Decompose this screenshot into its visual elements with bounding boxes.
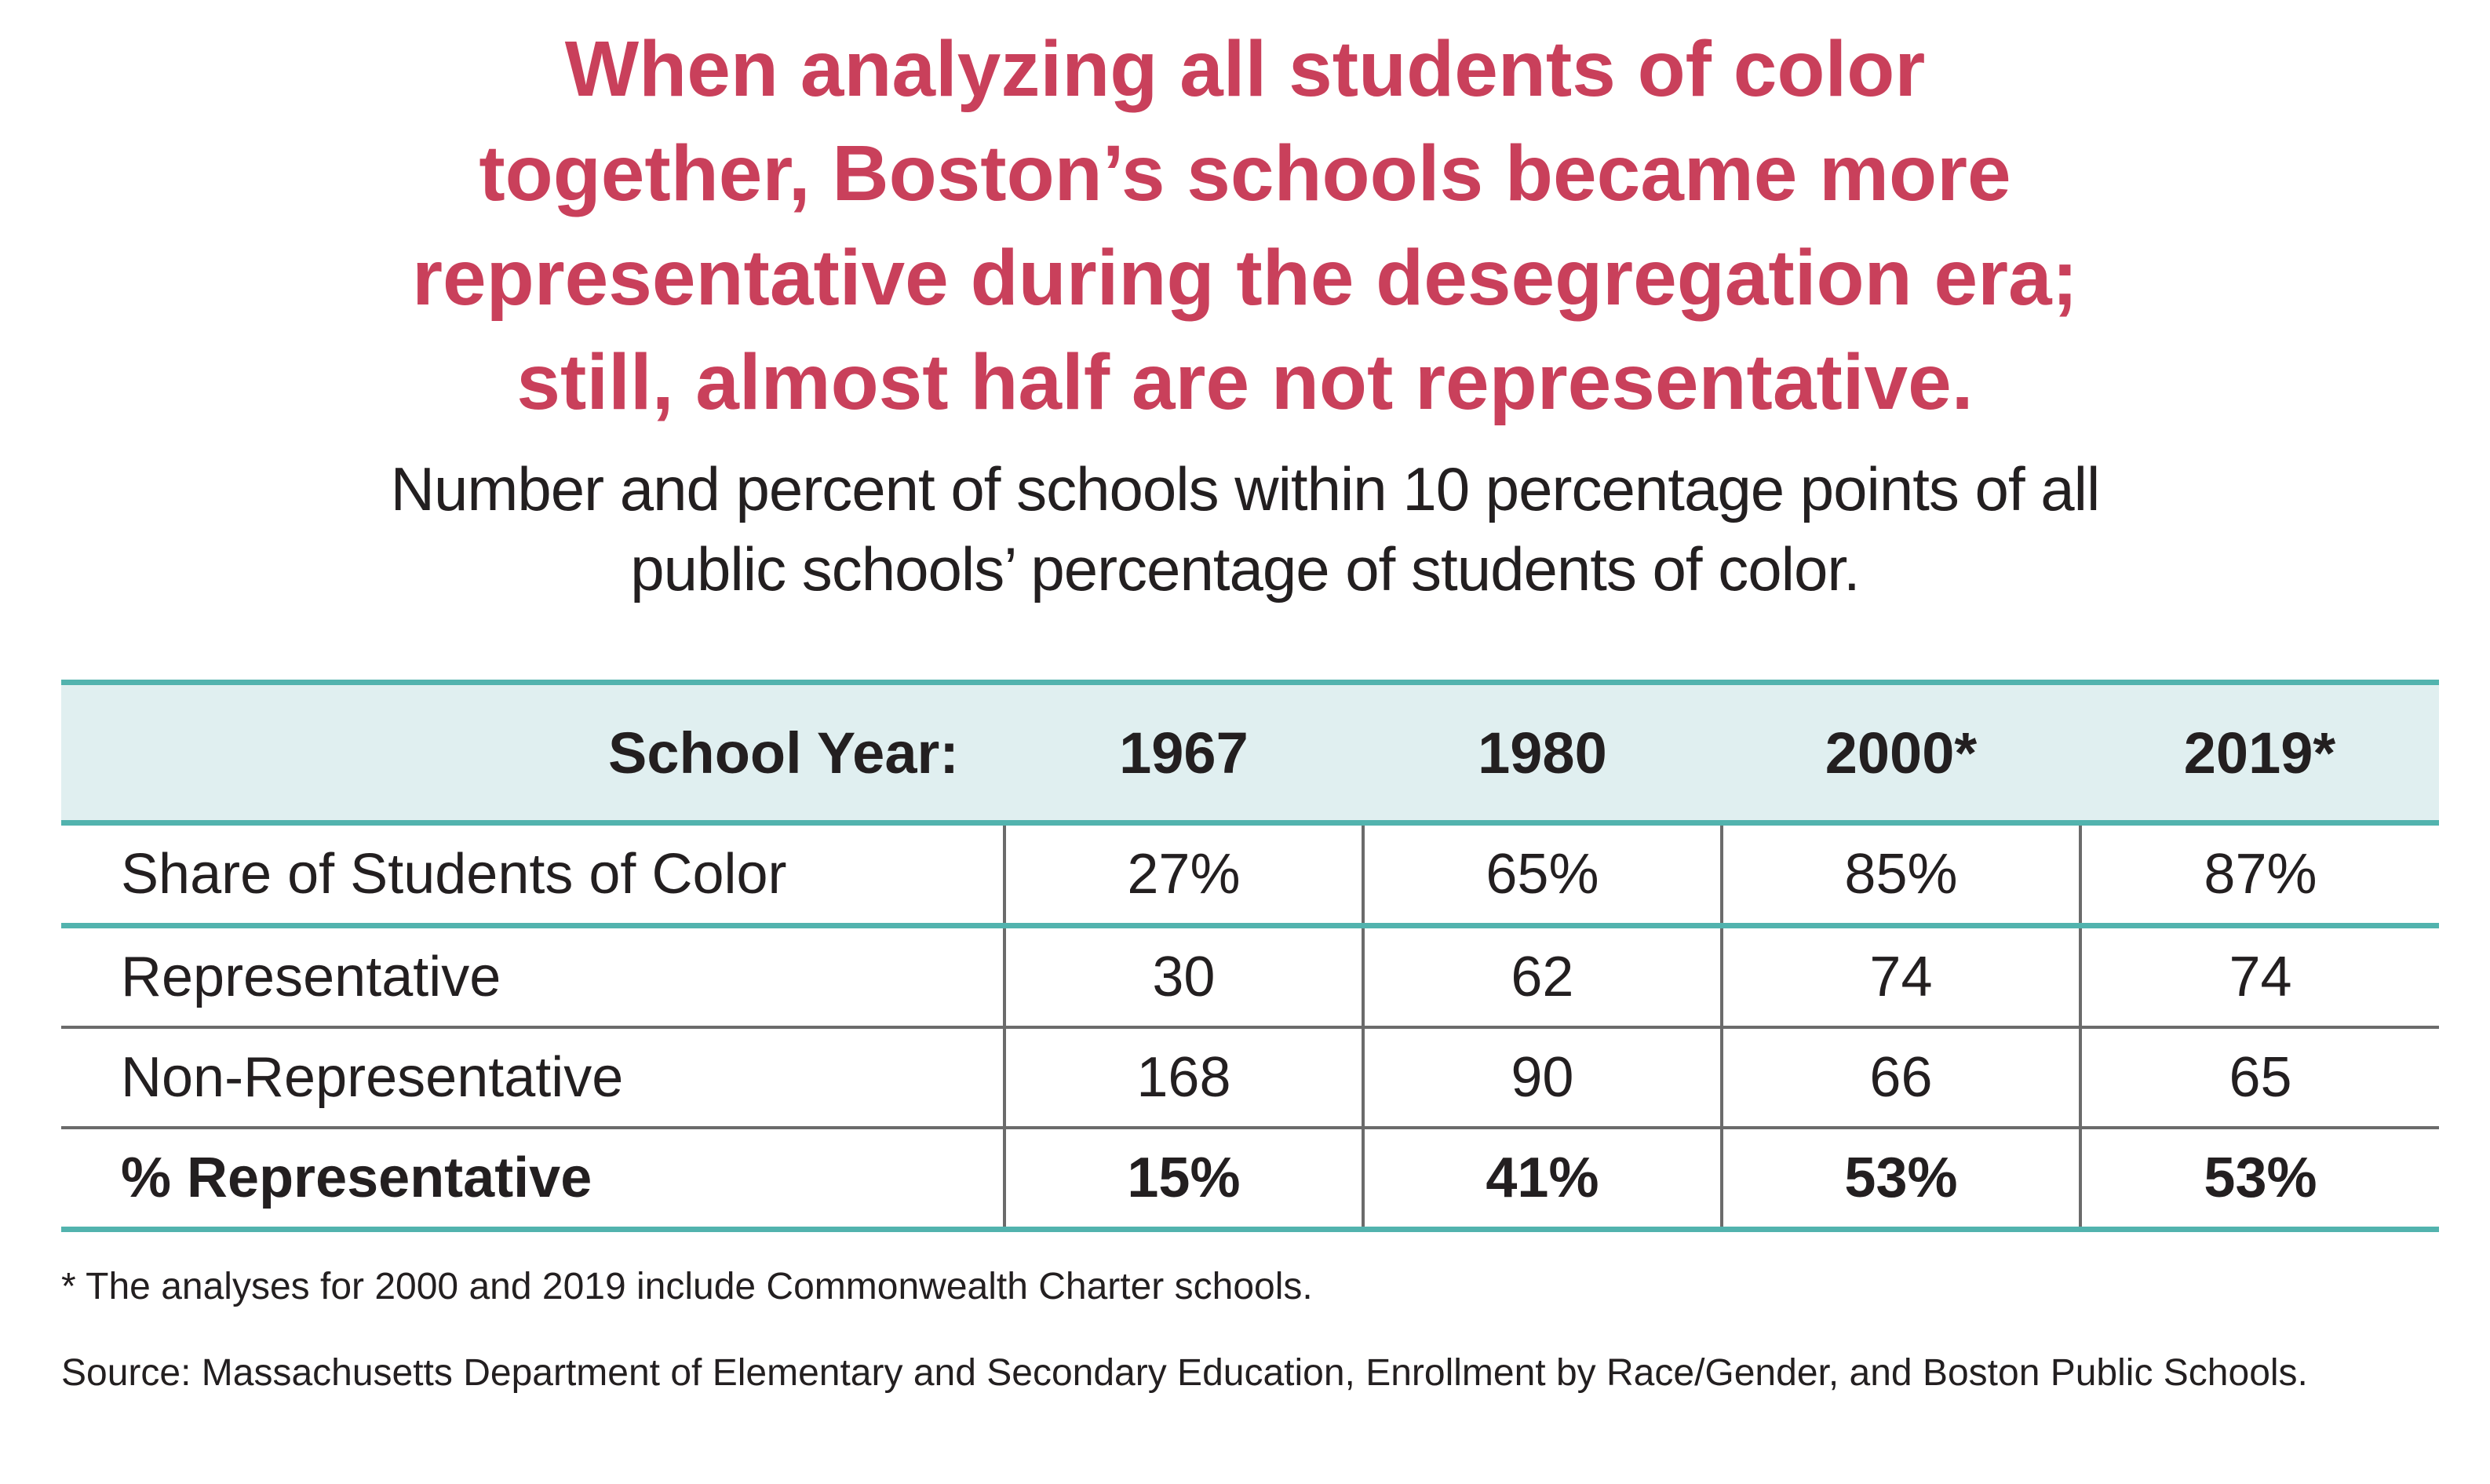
title-line: When analyzing all students of color — [564, 25, 1926, 113]
cell: 90 — [1361, 1027, 1722, 1128]
footnote: * The analyses for 2000 and 2019 include… — [61, 1266, 1313, 1307]
cell: 65% — [1361, 822, 1722, 926]
row-label: Share of Students of Color — [121, 843, 787, 906]
source-note: Source: Massachusetts Department of Elem… — [61, 1352, 2308, 1394]
table-row: Non-Representative 168 90 66 65 — [61, 1027, 2439, 1128]
header-year: 2019* — [2080, 680, 2439, 826]
table-row-total: % Representative 15% 41% 53% 53% — [61, 1128, 2439, 1230]
row-label: Non-Representative — [121, 1046, 624, 1109]
cell: 27% — [1002, 822, 1363, 926]
row-label: % Representative — [121, 1147, 592, 1209]
table-row: Share of Students of Color 27% 65% 85% 8… — [61, 822, 2439, 926]
cell: 74 — [1719, 925, 2080, 1027]
cell: 85% — [1719, 822, 2080, 926]
cell: 87% — [2078, 822, 2439, 926]
title-line: representative during the desegregation … — [412, 234, 2078, 322]
cell: 15% — [1002, 1128, 1363, 1230]
cell: 74 — [2078, 925, 2439, 1027]
cell: 168 — [1002, 1027, 1363, 1128]
title-line: still, almost half are not representativ… — [516, 338, 1974, 426]
header-school-year: School Year: — [61, 680, 1004, 826]
subtitle: Number and percent of schools within 10 … — [0, 449, 2490, 609]
title-line: together, Boston’s schools became more — [479, 129, 2011, 217]
table-row: Representative 30 62 74 74 — [61, 925, 2439, 1027]
cell: 62 — [1361, 925, 1722, 1027]
cell: 53% — [2078, 1128, 2439, 1230]
cell: 66 — [1719, 1027, 2080, 1128]
cell: 65 — [2078, 1027, 2439, 1128]
header-row: School Year: 1967 1980 2000* 2019* — [61, 680, 2439, 826]
header-year: 1980 — [1362, 680, 1722, 826]
row-label: Representative — [121, 946, 501, 1008]
header-year: 2000* — [1721, 680, 2080, 826]
cell: 41% — [1361, 1128, 1722, 1230]
subtitle-line: public schools’ percentage of students o… — [630, 534, 1860, 603]
header-year: 1967 — [1004, 680, 1363, 826]
subtitle-line: Number and percent of schools within 10 … — [390, 454, 2101, 523]
data-table: School Year: 1967 1980 2000* 2019* Share… — [61, 680, 2439, 1232]
cell: 30 — [1002, 925, 1363, 1027]
page-title: When analyzing all students of color tog… — [0, 17, 2490, 435]
cell: 53% — [1719, 1128, 2080, 1230]
